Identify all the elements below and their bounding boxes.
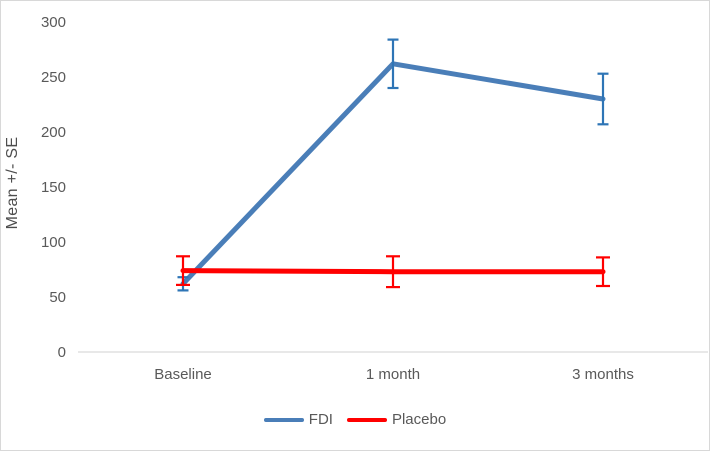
- y-tick-label: 300: [41, 14, 66, 31]
- y-tick-label: 100: [41, 234, 66, 251]
- y-tick-label: 250: [41, 69, 66, 86]
- y-tick-label: 50: [49, 289, 66, 306]
- x-axis-label: 1 month: [366, 366, 420, 383]
- placebo-line-swatch: [346, 417, 387, 422]
- legend-label-fdi: FDI: [308, 411, 333, 428]
- legend-item-fdi: FDI: [263, 411, 333, 428]
- y-tick-label: 0: [58, 344, 66, 361]
- y-axis-title: Mean +/- SE: [4, 136, 21, 230]
- fdi-line-swatch: [263, 417, 304, 422]
- chart-legend: FDI Placebo: [1, 411, 709, 428]
- series-line-fdi: [180, 61, 606, 287]
- x-axis-label: 3 months: [572, 366, 634, 383]
- legend-item-placebo: Placebo: [346, 411, 447, 428]
- y-tick-label: 150: [41, 179, 66, 196]
- legend-label-placebo: Placebo: [391, 411, 447, 428]
- x-axis-label: Baseline: [154, 366, 212, 383]
- y-tick-label: 200: [41, 124, 66, 141]
